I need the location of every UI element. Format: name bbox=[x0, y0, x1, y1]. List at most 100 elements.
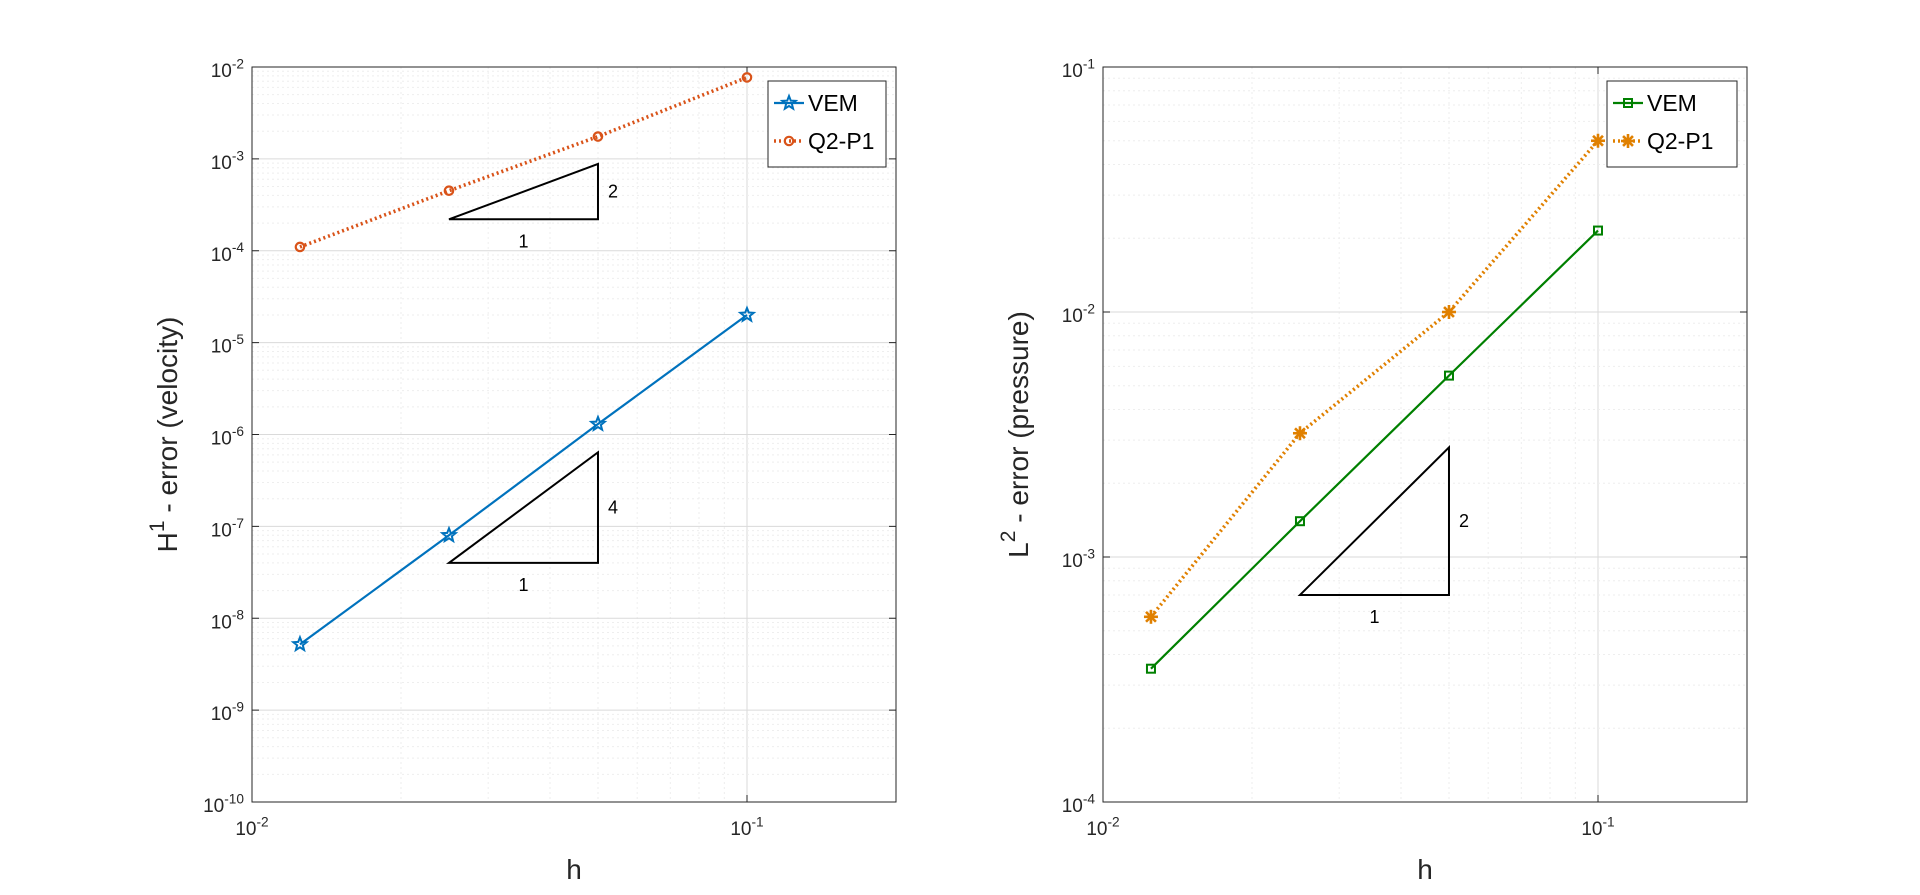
x-tick-label-base: 10 bbox=[235, 819, 256, 840]
data-point-marker bbox=[588, 414, 608, 432]
data-point-marker bbox=[737, 305, 757, 323]
slope-run-label: 1 bbox=[1369, 607, 1379, 627]
data-point-marker bbox=[1592, 225, 1603, 236]
y-tick-label: 10-3 bbox=[1062, 546, 1095, 572]
series-vem bbox=[1145, 225, 1603, 674]
legend-marker-stroke bbox=[1622, 135, 1634, 147]
x-tick-label-exp: -2 bbox=[256, 814, 268, 829]
x-tick-label: 10-1 bbox=[1581, 814, 1614, 840]
axes-frame bbox=[1102, 66, 1748, 803]
x-axis-label: h bbox=[1417, 854, 1433, 885]
slope-rise-label: 2 bbox=[1459, 511, 1469, 531]
slope-triangle-shape bbox=[1297, 445, 1450, 596]
y-tick-label: 10-3 bbox=[211, 148, 244, 174]
y-tick-label-exp: -8 bbox=[232, 608, 245, 623]
slope-triangle: 12 bbox=[448, 162, 618, 251]
x-tick-label-base: 10 bbox=[730, 819, 751, 840]
y-tick-label: 10-10 bbox=[203, 791, 244, 817]
x-tick-label-exp: -2 bbox=[1107, 814, 1119, 829]
data-point-marker-stroke bbox=[1443, 306, 1455, 318]
legend-label: Q2-P1 bbox=[808, 128, 874, 154]
slope-run-label: 1 bbox=[518, 231, 528, 251]
x-tick-label: 10-2 bbox=[235, 814, 268, 840]
y-axis-label-rest: - error (pressure) bbox=[1003, 311, 1034, 530]
y-tick-label: 10-4 bbox=[1062, 791, 1096, 817]
slope-rise-label: 4 bbox=[608, 498, 618, 518]
legend-item[interactable]: VEM bbox=[1613, 90, 1697, 116]
data-point-marker bbox=[1143, 609, 1158, 624]
ticks bbox=[1102, 66, 1747, 803]
series-line bbox=[299, 314, 748, 646]
y-tick-label-base: 10 bbox=[1062, 796, 1083, 817]
y-tick-label-base: 10 bbox=[211, 520, 232, 541]
data-point-marker bbox=[741, 72, 753, 83]
y-tick-label-base: 10 bbox=[1062, 551, 1083, 572]
legend-item[interactable]: Q2-P1 bbox=[1613, 128, 1713, 154]
legend-label: VEM bbox=[1647, 90, 1697, 116]
series-q2-p1 bbox=[1143, 133, 1605, 624]
data-point-marker bbox=[1145, 663, 1156, 674]
y-tick-label-base: 10 bbox=[1062, 306, 1083, 327]
series-q2-p1 bbox=[294, 72, 753, 253]
legend-box bbox=[1606, 80, 1738, 168]
y-axis-label: L2 - error (pressure) bbox=[997, 311, 1034, 558]
y-tick-label: 10-1 bbox=[1062, 56, 1095, 82]
y-tick-label-base: 10 bbox=[1062, 61, 1083, 82]
slope-rise-label: 2 bbox=[608, 182, 618, 202]
data-point-marker bbox=[1294, 516, 1305, 527]
legend-label: VEM bbox=[808, 90, 858, 116]
y-tick-label-exp: -9 bbox=[232, 700, 244, 715]
legend: VEM Q2-P1 bbox=[1606, 80, 1738, 168]
legend-marker bbox=[783, 135, 795, 147]
y-tick-label: 10-7 bbox=[211, 516, 244, 542]
y-axis-label-rest: - error (velocity) bbox=[152, 317, 183, 521]
legend-item[interactable]: VEM bbox=[774, 90, 858, 116]
y-axis-label-sup: 1 bbox=[146, 520, 169, 532]
x-tick-label: 10-2 bbox=[1086, 814, 1119, 840]
y-tick-label-exp: -2 bbox=[1083, 301, 1095, 316]
plot-area bbox=[1103, 67, 1747, 802]
data-point-marker bbox=[294, 241, 306, 253]
slope-triangle: 14 bbox=[445, 450, 618, 595]
slope-triangle: 12 bbox=[1297, 445, 1469, 627]
data-point-marker bbox=[439, 525, 459, 544]
y-axis-label: H1 - error (velocity) bbox=[146, 317, 183, 553]
y-axis-label-main: L bbox=[1003, 542, 1034, 558]
y-tick-label: 10-2 bbox=[211, 56, 244, 82]
y-tick-label: 10-4 bbox=[211, 240, 245, 266]
data-point-marker-stroke bbox=[1294, 427, 1306, 440]
legend-label: Q2-P1 bbox=[1647, 128, 1713, 154]
y-tick-label: 10-9 bbox=[211, 700, 244, 726]
data-point-marker bbox=[1292, 426, 1307, 441]
y-tick-label-exp: -5 bbox=[232, 332, 245, 347]
legend-item[interactable]: Q2-P1 bbox=[774, 128, 874, 154]
y-tick-label-exp: -2 bbox=[232, 56, 244, 71]
y-tick-label-exp: -4 bbox=[1083, 791, 1096, 806]
data-point-marker bbox=[592, 131, 604, 142]
x-tick-label-exp: -1 bbox=[751, 814, 763, 829]
y-tick-label-base: 10 bbox=[211, 612, 232, 633]
legend-box bbox=[767, 80, 887, 168]
legend-marker bbox=[1621, 134, 1635, 148]
x-tick-label-exp: -1 bbox=[1602, 814, 1614, 829]
y-axis-label-main: H bbox=[152, 532, 183, 552]
y-tick-label-exp: -4 bbox=[232, 240, 245, 255]
y-tick-label-base: 10 bbox=[211, 429, 232, 450]
data-point-marker-stroke bbox=[1145, 610, 1157, 623]
y-tick-label: 10-8 bbox=[211, 608, 245, 634]
legend-marker bbox=[1623, 98, 1633, 108]
data-point-marker bbox=[1590, 133, 1605, 148]
y-tick-label: 10-6 bbox=[211, 424, 244, 450]
x-tick-label-base: 10 bbox=[1086, 819, 1107, 840]
slope-triangle-shape bbox=[445, 450, 599, 564]
data-point-marker bbox=[443, 185, 455, 197]
y-tick-label: 10-5 bbox=[211, 332, 245, 358]
y-tick-label: 10-2 bbox=[1062, 301, 1095, 327]
series-vem bbox=[290, 305, 757, 653]
velocity-error-plot: 10-2 10-110-1010-910-810-710-610-510-410-… bbox=[146, 56, 897, 885]
x-tick-label-base: 10 bbox=[1581, 819, 1602, 840]
y-tick-label-base: 10 bbox=[211, 61, 232, 82]
x-tick-label: 10-1 bbox=[730, 814, 763, 840]
y-tick-label-exp: -7 bbox=[232, 516, 244, 531]
